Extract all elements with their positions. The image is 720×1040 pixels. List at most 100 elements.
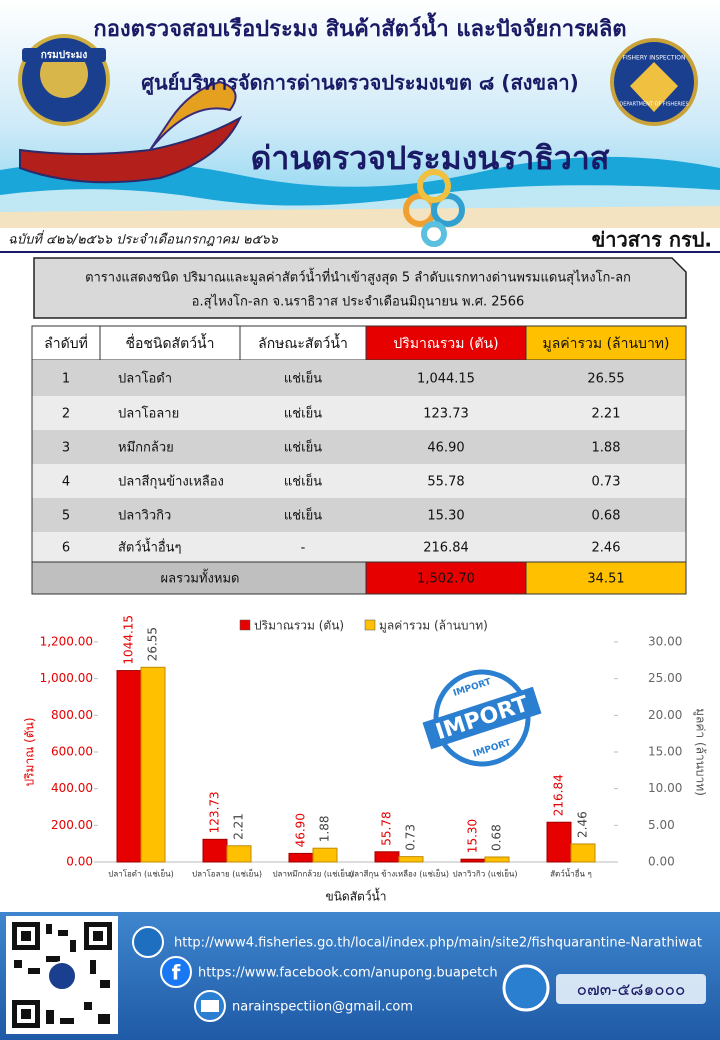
bar — [374, 851, 400, 863]
y-tick-label: 0.00 — [66, 855, 93, 869]
table-row — [32, 532, 686, 562]
phone-icon — [502, 964, 550, 1012]
bar — [226, 845, 252, 863]
column-header: มูลค่ารวม (ล้านบาท) — [542, 336, 669, 352]
email-glyph — [201, 1000, 219, 1012]
table-cell: ปลาสีกุนข้างเหลือง — [118, 474, 224, 490]
data-label: 26.55 — [146, 627, 160, 661]
x-tick-label: ปลาสีกุน ข้างเหลือง (แช่เย็น) — [349, 869, 449, 879]
web-icon — [132, 926, 164, 958]
bar — [116, 670, 142, 863]
data-label: 123.73 — [208, 791, 222, 833]
header-cell — [525, 325, 687, 361]
y-axis-title: ปริมาณ (ตัน) — [23, 717, 37, 786]
logo-left-band — [22, 48, 106, 62]
table-cell: 1 — [62, 372, 70, 387]
table-cell: 6 — [62, 541, 70, 556]
y-tick-label: 200.00 — [51, 818, 93, 832]
stamp-text: IMPORT — [433, 692, 532, 745]
table-cell: สัตว์น้ำอื่นๆ — [118, 538, 182, 556]
data-label: 2.46 — [576, 811, 590, 838]
total-row — [31, 561, 367, 595]
bar — [460, 858, 486, 863]
x-tick-label: ปลาหมึกกล้วย (แช่เย็น) — [272, 869, 353, 879]
bar — [398, 856, 424, 863]
caption-line: ตารางแสดงชนิด ปริมาณและมูลค่าสัตว์น้ำที่… — [85, 268, 631, 286]
column-header: ชื่อชนิดสัตว์น้ำ — [125, 333, 214, 352]
total-cell — [525, 561, 687, 595]
data-label: 46.90 — [294, 813, 308, 847]
legend-label: มูลค่ารวม (ล้านบาท) — [379, 619, 488, 634]
x-tick-label: ปลาโอดำ (แช่เย็น) — [108, 869, 174, 879]
facebook-link[interactable]: https://www.facebook.com/anupong.buapetc… — [198, 966, 498, 981]
bar — [484, 856, 510, 863]
caption-line: อ.สุไหงโก-ลก จ.นราธิวาส ประจำเดือนมิถุนา… — [192, 294, 525, 310]
column-header: ลักษณะสัตว์น้ำ — [258, 333, 348, 352]
email-link[interactable]: narainspectiion@gmail.com — [232, 1000, 413, 1015]
legend-label: ปริมาณรวม (ตัน) — [254, 619, 344, 633]
table-cell: 2.21 — [592, 407, 621, 422]
banner-sand — [0, 206, 720, 228]
total-quantity: 1,502.70 — [417, 572, 475, 587]
table-cell: ปลาโอลาย — [118, 406, 179, 422]
table-cell: ปลาวิวกิว — [118, 509, 171, 524]
facebook-glyph: f — [172, 961, 181, 985]
y-tick-label: 1,200.00 — [40, 635, 93, 649]
website-link[interactable]: http://www4.fisheries.go.th/local/index.… — [174, 936, 702, 951]
stamp: IMPORT IMPORT IMPORT — [422, 669, 542, 767]
table-cell: 0.68 — [592, 509, 621, 524]
y2-tick-label: 0.00 — [648, 855, 675, 869]
bar — [570, 843, 596, 863]
table-cell: 2.46 — [592, 541, 621, 556]
qr-pattern — [12, 922, 112, 1028]
table-cell: 216.84 — [423, 541, 469, 556]
table-cell: 15.30 — [427, 509, 464, 524]
y2-tick-label: 20.00 — [648, 708, 682, 722]
table-cell: แช่เย็น — [284, 369, 322, 387]
table-cell: ปลาโอดำ — [118, 371, 172, 387]
table-cell: 55.78 — [427, 475, 464, 490]
data-label: 1044.15 — [122, 615, 136, 665]
table-cell: 3 — [62, 441, 70, 456]
y-tick-label: 1,000.00 — [40, 671, 93, 685]
y-tick-label: 600.00 — [51, 745, 93, 759]
table-cell: 26.55 — [587, 372, 624, 387]
brand: ข่าวสาร กรป. — [592, 228, 712, 252]
y-tick-label: 400.00 — [51, 781, 93, 795]
table-cell: 2 — [62, 407, 70, 422]
table-row — [32, 360, 686, 396]
chart: 0.00 200.00 400.00 600.00 800.00 1,000.00 1,20… — [23, 615, 708, 904]
table-cell: 1.88 — [592, 441, 621, 456]
table-row — [32, 430, 686, 464]
legend-swatch — [239, 619, 251, 631]
y2-axis-title: มูลค่า (ล้านบาท) — [693, 708, 708, 796]
x-tick-label: ปลาโอลาย (แช่เย็น) — [192, 869, 262, 879]
table-cell: แช่เย็น — [284, 506, 322, 524]
bar — [546, 821, 572, 863]
logo-right-emblem — [630, 62, 678, 112]
table-cell: แช่เย็น — [284, 404, 322, 422]
qr-logo — [47, 961, 77, 991]
bar — [312, 847, 338, 863]
data-label: 216.84 — [552, 774, 566, 816]
total-cell — [365, 561, 527, 595]
caption-box — [33, 257, 687, 319]
y2-tick-label: 30.00 — [648, 635, 682, 649]
logo-left-text: กรมประมง — [41, 49, 88, 61]
data-label: 1.88 — [318, 815, 332, 842]
total-value: 34.51 — [587, 572, 624, 587]
department: กองตรวจสอบเรือประมง สินค้าสัตว์น้ำ และปั… — [93, 12, 626, 42]
table-cell: 1,044.15 — [417, 372, 475, 387]
y-tick-label: 800.00 — [51, 708, 93, 722]
data-label: 15.30 — [466, 819, 480, 853]
data-label: 2.21 — [232, 813, 246, 840]
table-cell: แช่เย็น — [284, 472, 322, 490]
x-axis-title: ขนิดสัตว์น้ำ — [326, 888, 387, 904]
header-cell — [239, 325, 367, 361]
x-tick-label: สัตว์น้ำอื่น ๆ — [550, 868, 592, 879]
phone-number: ๐๗๓-๕๘๑๐๐๐ — [577, 980, 686, 1000]
y2-tick-label: 15.00 — [648, 745, 682, 759]
symbol — [403, 169, 465, 247]
bar — [288, 852, 314, 863]
